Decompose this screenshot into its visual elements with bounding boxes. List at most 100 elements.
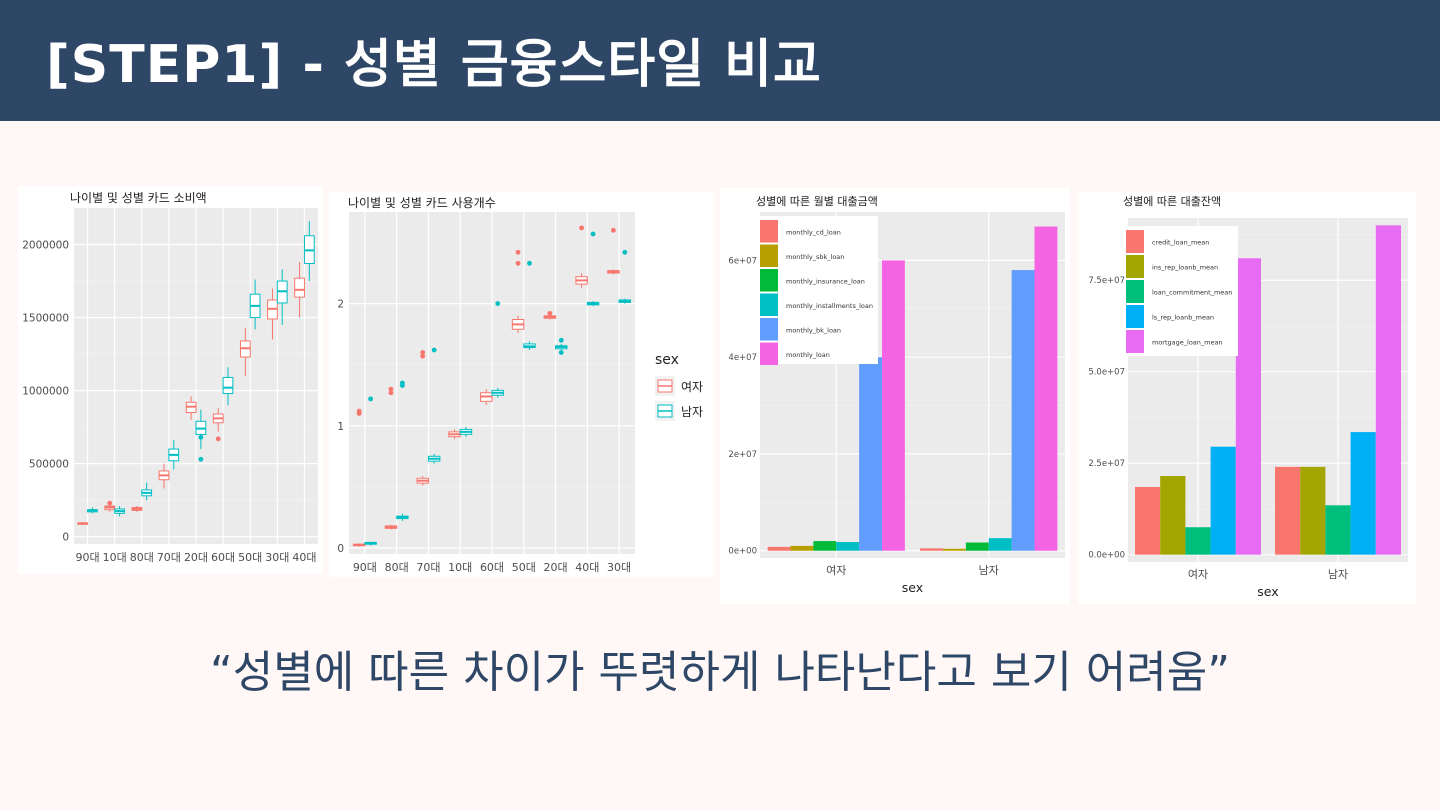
bar-ls_rep_loanb_mean	[1210, 446, 1236, 555]
legend-label: 여자	[681, 380, 703, 394]
y-tick-label: 1	[337, 421, 344, 433]
x-tick-label: 20대	[543, 561, 567, 574]
bar-mortgage_loan_mean	[1235, 258, 1261, 555]
y-tick-label: 4e+07	[728, 353, 757, 363]
bar-monthly_bk_loan	[859, 357, 882, 551]
bar-monthly_insurance_loan	[965, 542, 989, 551]
legend-title: sex	[655, 352, 679, 368]
legend-label: ls_rep_loanb_mean	[1152, 314, 1214, 322]
x-tick-label: 30대	[607, 561, 631, 574]
box-outlier	[527, 260, 532, 266]
bar-mortgage_loan_mean	[1375, 225, 1401, 555]
box-outlier	[399, 380, 405, 386]
y-tick-label: 5.0e+07	[1088, 368, 1125, 378]
y-tick-label: 6e+07	[728, 256, 757, 266]
box-outlier	[198, 456, 204, 462]
x-tick-label: 남자	[979, 564, 999, 577]
box-outlier	[420, 353, 426, 359]
page-title: [STEP1] - 성별 금융스타일 비교	[46, 35, 822, 95]
y-tick-label: 0	[62, 532, 69, 544]
bar-ins_rep_loanb_mean	[1160, 476, 1186, 555]
x-axis-label: sex	[902, 580, 923, 595]
chart-title: 성별에 따른 대출잔액	[1123, 195, 1221, 208]
y-tick-label: 2000000	[22, 240, 69, 252]
y-tick-label: 2.5e+07	[1088, 459, 1125, 469]
bar-monthly_loan	[1034, 226, 1058, 551]
box-outlier	[579, 225, 585, 231]
box-outlier	[431, 347, 437, 353]
bar-monthly_loan	[882, 260, 905, 551]
legend-label: monthly_cd_loan	[786, 228, 841, 236]
box-남자	[222, 376, 234, 395]
legend-label: ins_rep_loanb_mean	[1152, 264, 1218, 272]
legend-key-loan_commitment_mean	[1126, 280, 1144, 303]
legend-label: loan_commitment_mean	[1152, 289, 1232, 297]
box-outlier	[388, 386, 394, 392]
y-tick-label: 1000000	[22, 386, 69, 398]
bar-loan-balance: 성별에 따른 대출잔액 0.0e+00 2.5e+07 5.0e+07 7.5e+07 여…	[1088, 195, 1408, 599]
chart-monthly-loan: 성별에 따른 월별 대출금액 0e+00 2e+07 4e+07 6e+07 여자 남자 se…	[720, 188, 1070, 604]
x-tick-label: 여자	[826, 564, 846, 577]
chart-title: 나이별 및 성별 카드 사용개수	[348, 196, 496, 210]
legend-key-monthly_cd_loan	[760, 220, 778, 243]
x-tick-label: 40대	[575, 561, 599, 574]
y-tick-label: 7.5e+07	[1088, 276, 1125, 286]
legend-key-mortgage_loan_mean	[1126, 330, 1144, 353]
legend-label: monthly_bk_loan	[786, 326, 841, 334]
x-tick-label: 60대	[211, 551, 235, 564]
x-tick-label: 남자	[1328, 568, 1348, 581]
x-tick-label: 90대	[75, 551, 99, 564]
box-outlier	[388, 390, 394, 396]
box-outlier	[558, 337, 564, 343]
y-tick-label: 1500000	[22, 313, 69, 325]
x-tick-label: 여자	[1188, 568, 1208, 581]
box-outlier	[107, 500, 113, 506]
box-outlier	[558, 350, 564, 355]
x-tick-label: 30대	[265, 551, 289, 564]
x-tick-label: 40대	[292, 551, 316, 564]
bar-monthly_installments_loan	[836, 542, 860, 551]
chart-loan-balance: 성별에 따른 대출잔액 0.0e+00 2.5e+07 5.0e+07 7.5e+07 여…	[1078, 192, 1416, 604]
bar-ins_rep_loanb_mean	[1300, 466, 1326, 555]
x-tick-label: 20대	[184, 551, 208, 564]
chart-card-spend: 나이별 및 성별 카드 소비액 0 500000 1000000 1500000 2000…	[18, 186, 323, 574]
x-tick-label: 70대	[416, 561, 440, 574]
legend-label: monthly_loan	[786, 351, 830, 359]
box-outlier	[610, 227, 616, 233]
y-tick-label: 0.0e+00	[1088, 551, 1125, 561]
legend-key-ls_rep_loanb_mean	[1126, 305, 1144, 328]
legend-key-monthly_bk_loan	[760, 318, 778, 341]
legend-key-credit_loan_mean	[1126, 230, 1144, 253]
box-outlier	[368, 396, 374, 402]
x-axis-label: sex	[1257, 584, 1278, 599]
bar-monthly_cd_loan	[920, 548, 943, 551]
chart-title: 나이별 및 성별 카드 소비액	[70, 191, 207, 205]
bar-credit_loan_mean	[1275, 466, 1301, 555]
box-outlier	[356, 408, 362, 414]
x-tick-label: 60대	[480, 561, 504, 574]
x-tick-label: 50대	[512, 561, 536, 574]
box-outlier	[590, 231, 596, 237]
legend-label: 남자	[681, 405, 703, 419]
legend-label: monthly_installments_loan	[786, 302, 873, 310]
legend-label: monthly_insurance_loan	[786, 277, 865, 285]
x-tick-label: 90대	[353, 561, 377, 574]
bar-monthly_insurance_loan	[813, 541, 837, 551]
legend-key-monthly_sbk_loan	[760, 244, 778, 267]
bar-loan_commitment_mean	[1325, 505, 1351, 555]
box-outlier	[420, 350, 426, 355]
box-outlier	[215, 436, 221, 442]
y-tick-label: 2	[337, 299, 344, 311]
x-tick-label: 50대	[238, 551, 262, 564]
legend-label: credit_loan_mean	[1152, 239, 1209, 247]
box-outlier	[515, 249, 521, 255]
bar-monthly-loan: 성별에 따른 월별 대출금액 0e+00 2e+07 4e+07 6e+07 여자 남자 se…	[728, 195, 1065, 595]
bar-monthly_cd_loan	[767, 546, 791, 551]
legend-key-monthly_loan	[760, 342, 778, 365]
x-tick-label: 10대	[448, 561, 472, 574]
bar-monthly_sbk_loan	[790, 545, 814, 551]
bar-monthly_sbk_loan	[943, 548, 966, 551]
legend-label: mortgage_loan_mean	[1152, 339, 1223, 347]
y-tick-label: 0e+00	[728, 547, 757, 557]
legend-key-ins_rep_loanb_mean	[1126, 255, 1144, 278]
